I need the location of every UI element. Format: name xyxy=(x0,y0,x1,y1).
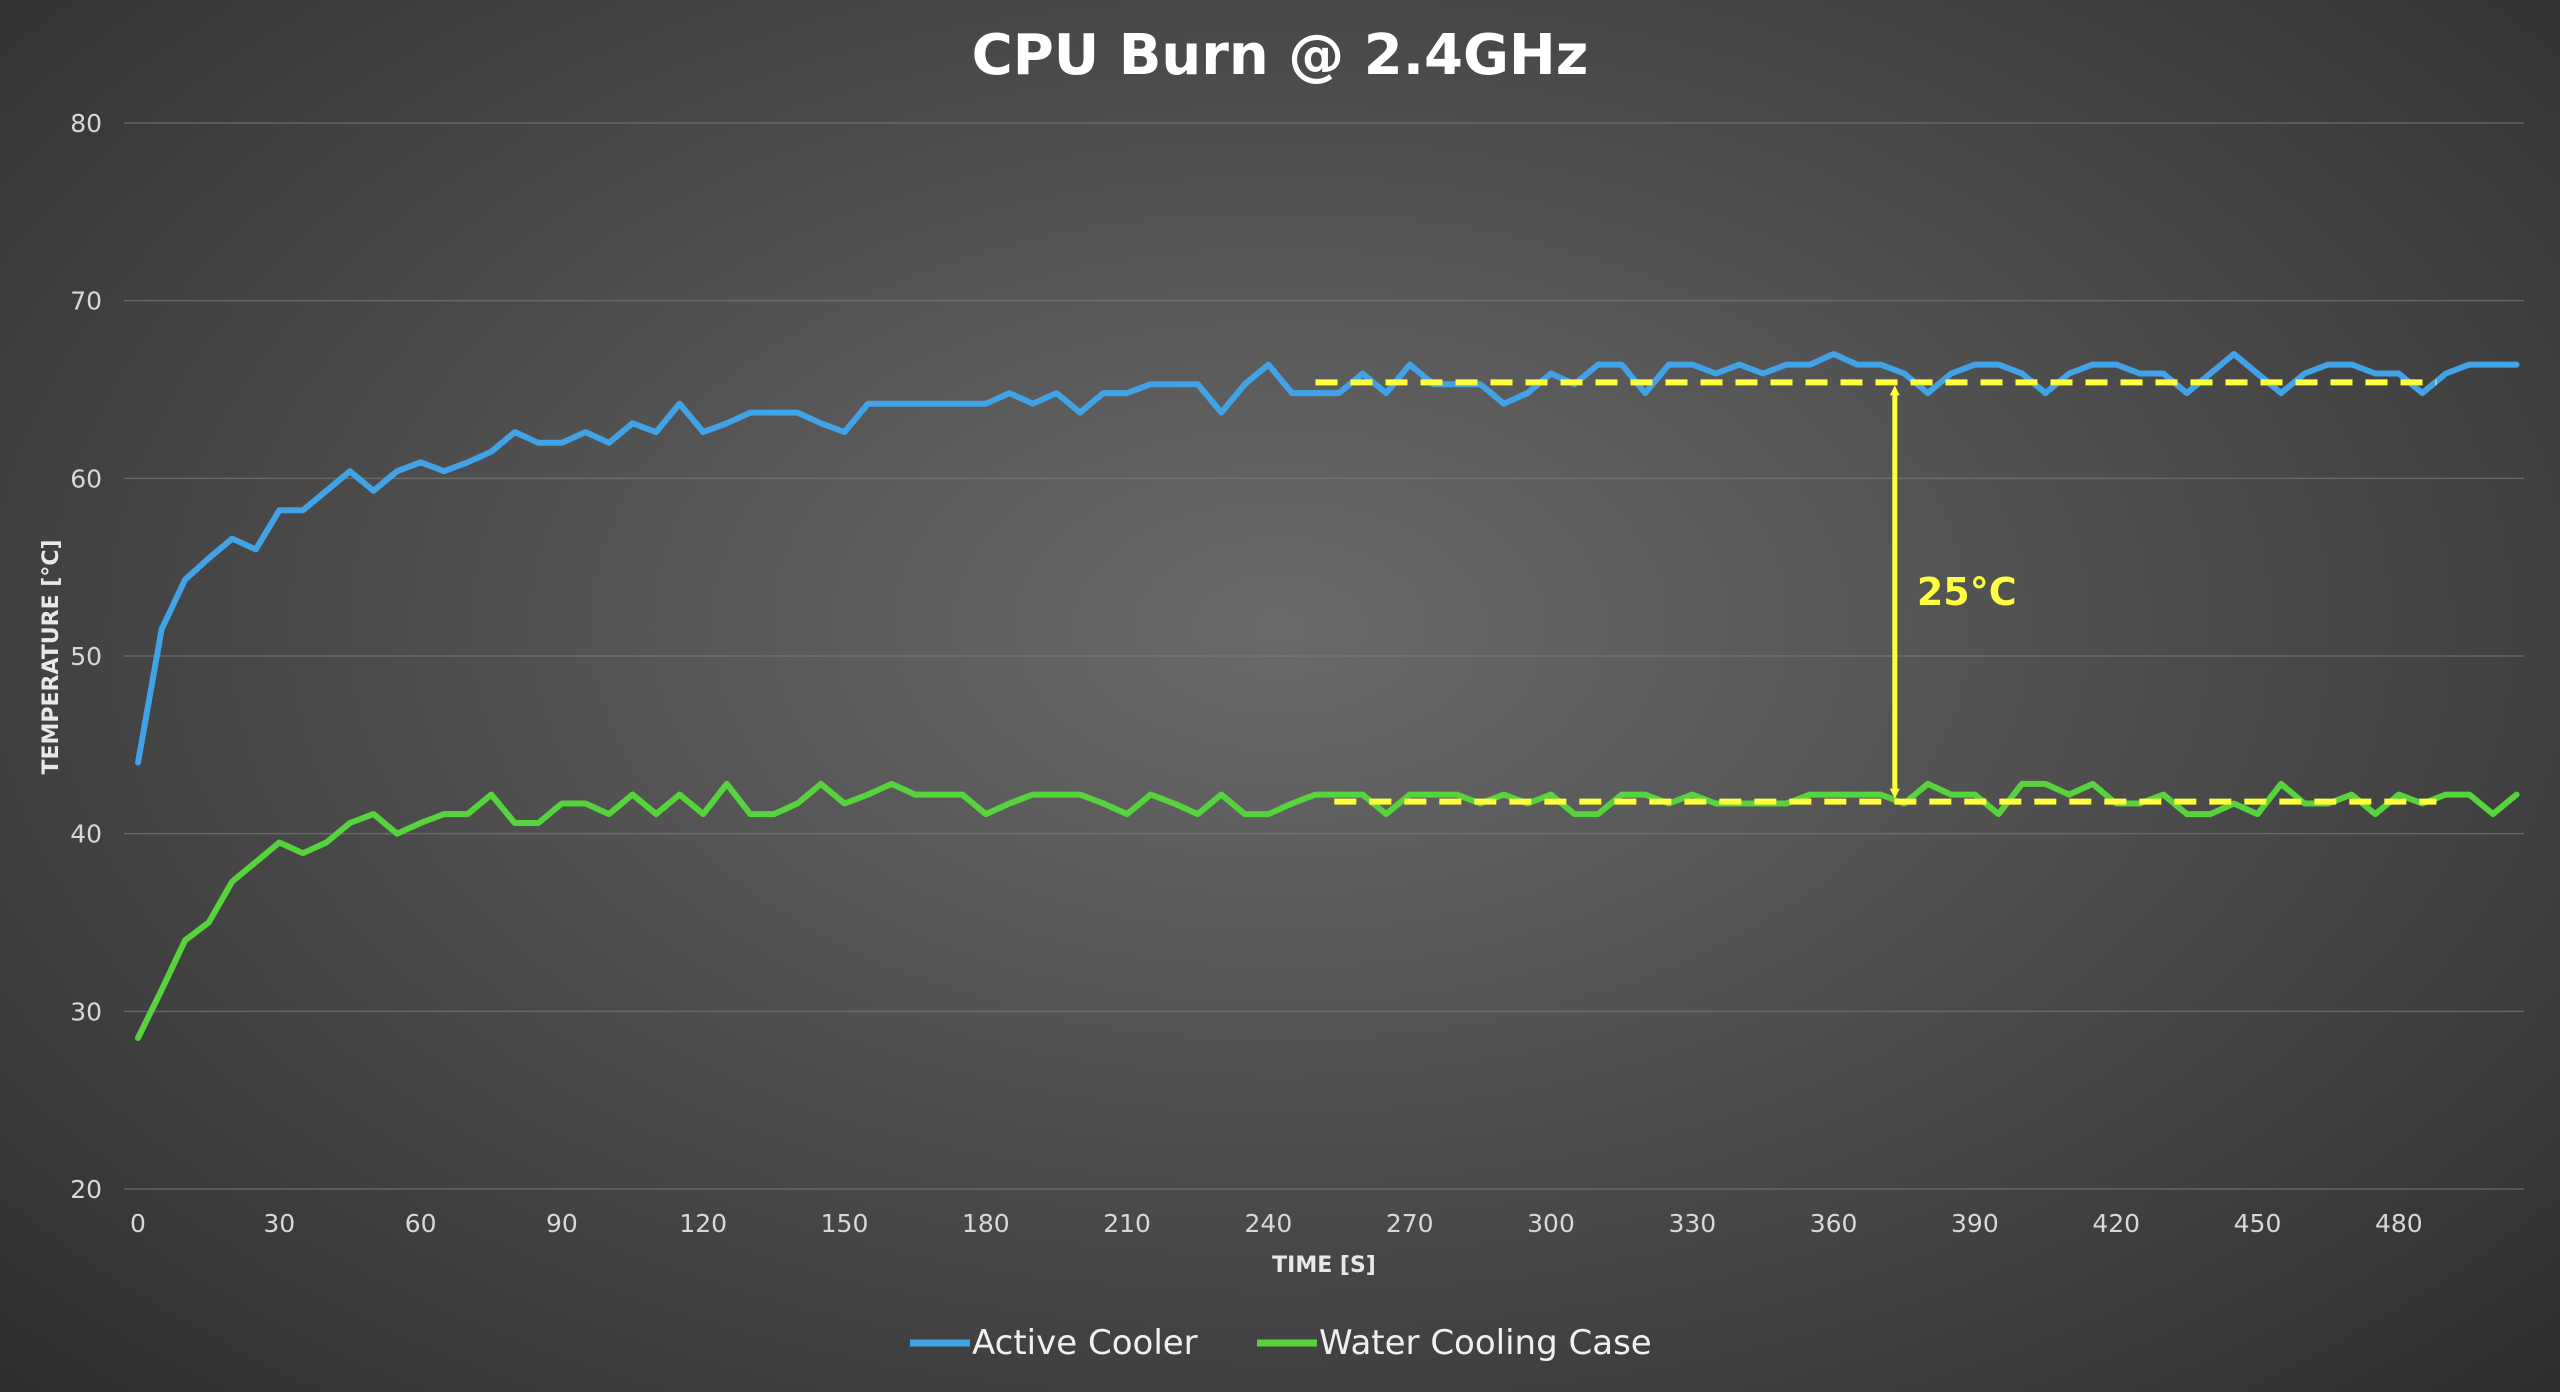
y-tick-label: 60 xyxy=(70,464,102,493)
x-tick-label: 360 xyxy=(1810,1209,1858,1238)
legend: Active Cooler Water Cooling Case xyxy=(910,1323,1652,1363)
x-tick-label: 0 xyxy=(130,1209,146,1238)
y-tick-label: 30 xyxy=(70,997,102,1026)
x-tick-label: 330 xyxy=(1668,1209,1716,1238)
x-tick-label: 120 xyxy=(679,1209,727,1238)
x-tick-label: 90 xyxy=(546,1209,578,1238)
y-tick-label: 40 xyxy=(70,820,102,849)
x-tick-label: 150 xyxy=(821,1209,869,1238)
x-axis-ticks: 0 30 60 90 120 150 180 210 240 270 300 330 360 390 420… xyxy=(130,1209,2423,1238)
y-tick-label: 50 xyxy=(70,642,102,671)
reference-lines xyxy=(1315,379,2437,805)
x-axis-title: TIME [S] xyxy=(1272,1253,1376,1278)
y-tick-label: 80 xyxy=(70,109,102,138)
x-tick-label: 480 xyxy=(2375,1209,2423,1238)
x-tick-label: 270 xyxy=(1386,1209,1434,1238)
y-axis-ticks: 20 30 40 50 60 70 80 xyxy=(70,109,102,1204)
x-tick-label: 60 xyxy=(405,1209,437,1238)
legend-label-active-cooler: Active Cooler xyxy=(972,1323,1198,1363)
x-tick-label: 300 xyxy=(1527,1209,1575,1238)
x-tick-label: 180 xyxy=(962,1209,1010,1238)
series-line-active-cooler xyxy=(135,351,2520,766)
y-tick-label: 20 xyxy=(70,1175,102,1204)
x-tick-label: 210 xyxy=(1103,1209,1151,1238)
series-line-water-cooling xyxy=(135,780,2520,1041)
legend-label-water-cooling: Water Cooling Case xyxy=(1319,1323,1652,1363)
delta-label: 25°C xyxy=(1917,570,2017,614)
series-lines xyxy=(135,351,2520,1041)
gridlines xyxy=(124,122,2524,1190)
y-tick-label: 70 xyxy=(70,287,102,316)
chart-title: CPU Burn @ 2.4GHz xyxy=(972,23,1589,88)
y-axis-title: TEMPERATURE [°C] xyxy=(39,539,64,774)
x-tick-label: 240 xyxy=(1245,1209,1293,1238)
x-tick-label: 390 xyxy=(1951,1209,1999,1238)
delta-annotation: 25°C xyxy=(1889,385,2017,799)
x-tick-label: 420 xyxy=(2092,1209,2140,1238)
x-tick-label: 30 xyxy=(263,1209,295,1238)
x-tick-label: 450 xyxy=(2234,1209,2282,1238)
